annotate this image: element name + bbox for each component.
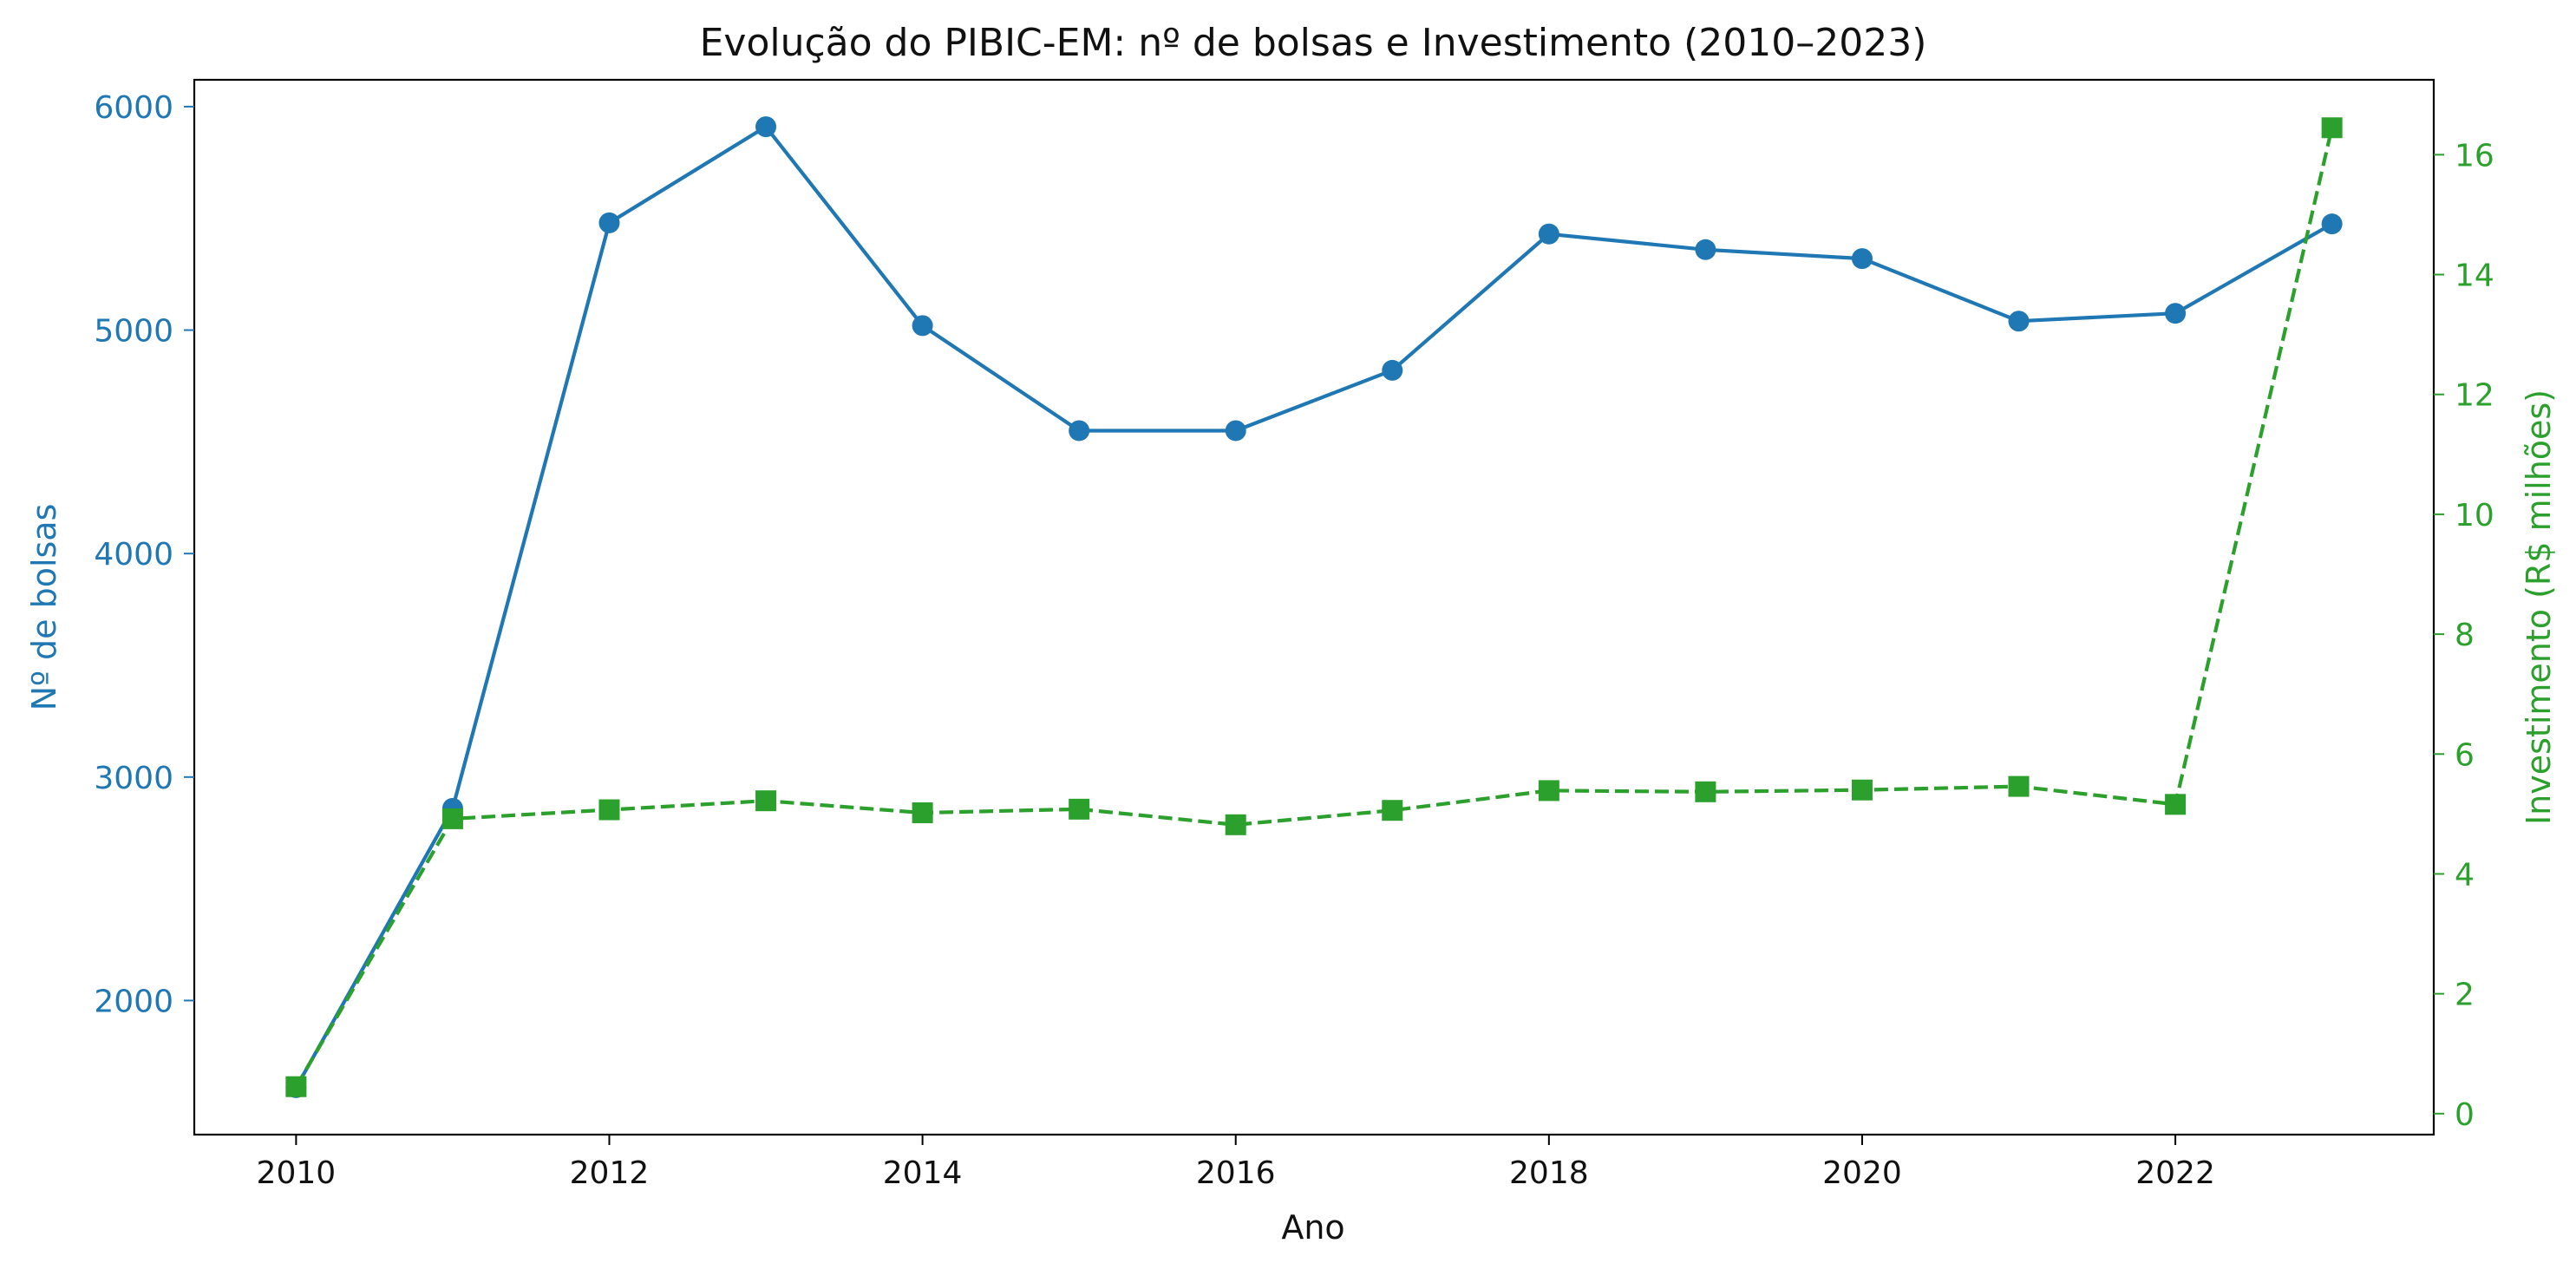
- series-line-bolsas: [294, 125, 2333, 1089]
- data-point-investimento: [1538, 780, 1559, 802]
- left-y-tick-label: 2000: [94, 984, 173, 1019]
- chart-title: Evolução do PIBIC-EM: nº de bolsas e Inv…: [700, 21, 1927, 65]
- data-point-investimento: [755, 790, 777, 812]
- data-point-bolsas: [2165, 303, 2187, 324]
- data-point-investimento: [598, 799, 620, 821]
- data-point-bolsas: [1382, 359, 1403, 381]
- data-point-investimento: [912, 802, 933, 823]
- data-point-investimento: [1851, 779, 1873, 801]
- data-point-bolsas: [1225, 420, 1246, 442]
- axes: 2010 2012 2014 2016 2018 2020 2022200030004000…: [94, 78, 2494, 1191]
- x-tick-label: 2018: [1509, 1155, 1589, 1191]
- right-y-tick-label: 14: [2455, 258, 2494, 294]
- right-y-axis-title: Investimento (R$ milhões): [2520, 389, 2558, 825]
- right-y-tick-label: 12: [2455, 378, 2494, 414]
- series-lines: [294, 125, 2334, 1089]
- series-markers: [285, 116, 2343, 1098]
- data-point-investimento: [1069, 798, 1090, 820]
- right-y-tick-label: 6: [2455, 737, 2475, 773]
- x-tick-label: 2014: [883, 1155, 963, 1191]
- left-y-axis-title: Nº de bolsas: [25, 504, 63, 711]
- x-axis-title: Ano: [1281, 1208, 1344, 1247]
- data-point-bolsas: [1538, 223, 1559, 245]
- data-point-bolsas: [755, 116, 777, 138]
- data-point-bolsas: [2008, 311, 2030, 332]
- data-point-bolsas: [2321, 213, 2343, 235]
- x-tick-label: 2010: [257, 1155, 337, 1191]
- right-y-tick-label: 8: [2455, 618, 2475, 653]
- right-y-tick-label: 10: [2455, 498, 2494, 533]
- left-y-tick-label: 5000: [94, 314, 173, 350]
- data-point-bolsas: [912, 315, 933, 337]
- x-tick-label: 2020: [1822, 1155, 1902, 1191]
- data-point-bolsas: [1069, 420, 1090, 442]
- right-y-tick-label: 16: [2455, 138, 2494, 173]
- x-tick-label: 2022: [2135, 1155, 2215, 1191]
- data-point-bolsas: [598, 212, 620, 233]
- data-point-investimento: [285, 1076, 307, 1097]
- right-y-tick-label: 4: [2455, 857, 2475, 893]
- x-tick-label: 2016: [1196, 1155, 1276, 1191]
- left-y-tick-label: 6000: [94, 90, 173, 126]
- plot-frame: [193, 78, 2435, 1136]
- data-point-investimento: [2165, 794, 2187, 815]
- data-point-bolsas: [1851, 248, 1873, 270]
- data-point-investimento: [1695, 781, 1716, 802]
- x-tick-label: 2012: [570, 1155, 650, 1191]
- right-y-tick-label: 2: [2455, 978, 2475, 1013]
- right-y-tick-label: 0: [2455, 1097, 2475, 1133]
- data-point-investimento: [2008, 775, 2030, 797]
- left-y-tick-label: 4000: [94, 537, 173, 573]
- data-point-investimento: [1382, 800, 1403, 821]
- data-point-investimento: [2321, 117, 2343, 139]
- data-point-bolsas: [1695, 239, 1716, 260]
- left-y-tick-label: 3000: [94, 761, 173, 796]
- data-point-investimento: [441, 808, 463, 829]
- series-line-investimento: [294, 127, 2334, 1088]
- data-point-investimento: [1225, 814, 1246, 835]
